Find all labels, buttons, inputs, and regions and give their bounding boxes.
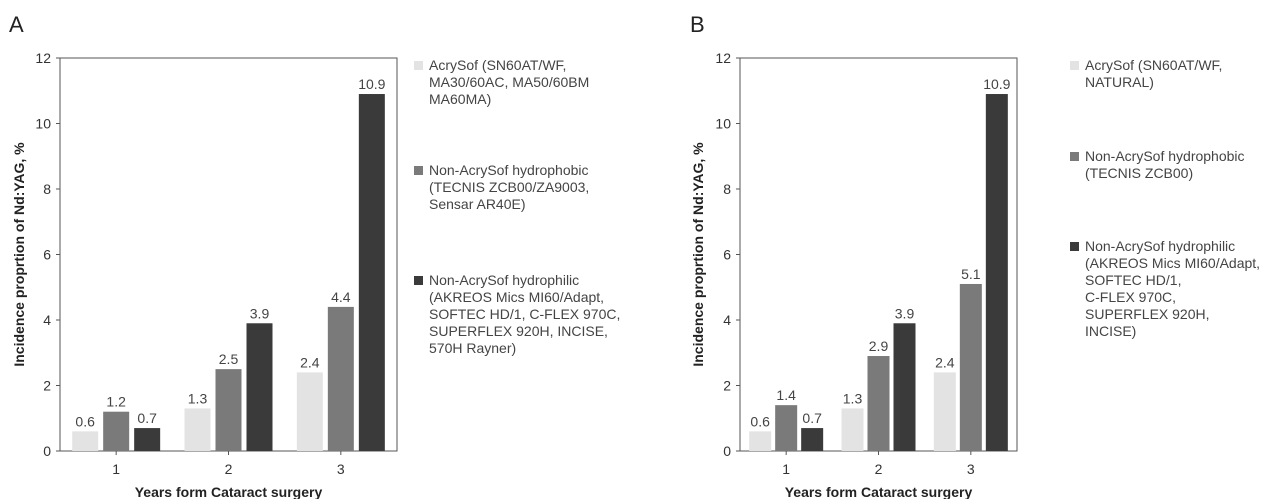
y-tick-label: 10: [35, 116, 51, 132]
bar-value-label: 10.9: [358, 76, 385, 92]
bar: [775, 405, 798, 451]
legend-swatch: [1070, 152, 1079, 161]
y-tick-label: 6: [723, 247, 731, 263]
legend-label: (AKREOS Mics MI60/Adapt,: [1085, 255, 1260, 271]
bar-value-label: 4.4: [331, 289, 351, 305]
bar-value-label: 2.9: [869, 338, 889, 354]
y-tick-label: 0: [43, 443, 51, 459]
bar-value-label: 2.5: [219, 351, 239, 367]
bar-value-label: 2.4: [300, 354, 320, 370]
bar: [246, 323, 273, 451]
legend-label: 570H Rayner): [429, 340, 516, 356]
bar-value-label: 0.6: [75, 413, 95, 429]
x-tick-label: 1: [782, 461, 790, 477]
chart-panel-a: A 0 2 4 6 8 10 12 1 0.6 1.2 0.7 2 1.3 2.5 3.9 3 2.4 4.4 10.…: [9, 12, 620, 499]
bar: [134, 428, 161, 451]
bar: [801, 428, 824, 451]
bar: [959, 283, 982, 451]
y-tick-label: 12: [35, 50, 51, 66]
y-tick-label: 4: [43, 312, 51, 328]
x-tick-label: 3: [967, 461, 975, 477]
bar-value-label: 3.9: [895, 305, 915, 321]
bar-value-label: 1.2: [106, 394, 126, 410]
legend-swatch: [414, 276, 423, 285]
x-tick-label: 3: [337, 461, 345, 477]
y-axis-title: Incidence proprtion of Nd:YAG, %: [690, 142, 706, 367]
legend-label: (TECNIS ZCB00/ZA9003,: [429, 179, 589, 195]
bar: [985, 94, 1008, 452]
x-tick-label: 2: [875, 461, 883, 477]
y-tick-label: 8: [43, 181, 51, 197]
legend-label: AcrySof (SN60AT/WF,: [1085, 57, 1222, 73]
x-tick-label: 2: [225, 461, 233, 477]
legend-label: SOFTEC HD/1, C-FLEX 970C,: [429, 306, 620, 322]
bar: [841, 408, 864, 451]
bar: [749, 431, 772, 451]
y-tick-label: 0: [723, 443, 731, 459]
bar: [358, 94, 385, 452]
bar-value-label: 1.3: [188, 390, 208, 406]
x-axis-title: Years form Cataract surgery: [135, 484, 323, 499]
bar-value-label: 0.7: [802, 410, 822, 426]
legend-label: SOFTEC HD/1,: [1085, 272, 1181, 288]
legend-label: Non-AcrySof hydrophobic: [429, 162, 589, 178]
legend-swatch: [414, 166, 423, 175]
chart-panel-b: B 0 2 4 6 8 10 12 1 0.6 1.4 0.7 2 1.3 2.9 3.9 3 2.4 5.1 10.…: [690, 12, 1260, 499]
legend-swatch: [1070, 61, 1079, 70]
bar-value-label: 3.9: [250, 305, 270, 321]
legend: AcrySof (SN60AT/WF,NATURAL) Non-AcrySof h…: [1070, 57, 1260, 339]
legend-label: INCISE): [1085, 323, 1136, 339]
y-tick-label: 2: [723, 378, 731, 394]
legend-swatch: [414, 61, 423, 70]
y-tick-label: 2: [43, 378, 51, 394]
y-tick-label: 10: [715, 116, 731, 132]
legend: AcrySof (SN60AT/WF,MA30/60AC, MA50/60BMM…: [414, 57, 620, 356]
bar: [893, 323, 916, 451]
y-tick-label: 4: [723, 312, 731, 328]
legend-label: C-FLEX 970C,: [1085, 289, 1176, 305]
legend-label: SUPERFLEX 920H, INCISE,: [429, 323, 608, 339]
bar-value-label: 0.7: [137, 410, 157, 426]
bar: [933, 372, 956, 451]
bar: [184, 408, 211, 451]
bar-value-label: 10.9: [983, 76, 1010, 92]
x-tick-label: 1: [112, 461, 120, 477]
bar-value-label: 2.4: [935, 354, 955, 370]
bar: [327, 306, 354, 451]
legend-label: (TECNIS ZCB00): [1085, 165, 1193, 181]
x-axis-title: Years form Cataract surgery: [785, 484, 973, 499]
legend-label: AcrySof (SN60AT/WF,: [429, 57, 566, 73]
y-axis-title: Incidence proprtion of Nd:YAG, %: [11, 142, 27, 367]
bar-value-label: 1.4: [776, 387, 796, 403]
legend-label: Sensar AR40E): [429, 196, 526, 212]
y-tick-label: 8: [723, 181, 731, 197]
legend-label: Non-AcrySof hydrophilic: [1085, 238, 1235, 254]
legend-label: Non-AcrySof hydrophilic: [429, 272, 579, 288]
y-tick-label: 6: [43, 247, 51, 263]
bar: [103, 411, 130, 451]
legend-label: (AKREOS Mics MI60/Adapt,: [429, 289, 604, 305]
legend-label: MA30/60AC, MA50/60BM: [429, 74, 589, 90]
legend-label: NATURAL): [1085, 74, 1154, 90]
y-tick-label: 12: [715, 50, 731, 66]
panel-letter: B: [690, 12, 705, 37]
bar-value-label: 0.6: [750, 413, 770, 429]
legend-label: SUPERFLEX 920H,: [1085, 306, 1210, 322]
bar: [72, 431, 99, 451]
bar: [296, 372, 323, 451]
bar: [867, 356, 890, 451]
bar: [215, 369, 242, 451]
bar-value-label: 1.3: [843, 390, 863, 406]
legend-label: Non-AcrySof hydrophobic: [1085, 148, 1245, 164]
legend-label: MA60MA): [429, 91, 491, 107]
panel-letter: A: [9, 12, 24, 37]
bar-value-label: 5.1: [961, 266, 981, 282]
legend-swatch: [1070, 242, 1079, 251]
